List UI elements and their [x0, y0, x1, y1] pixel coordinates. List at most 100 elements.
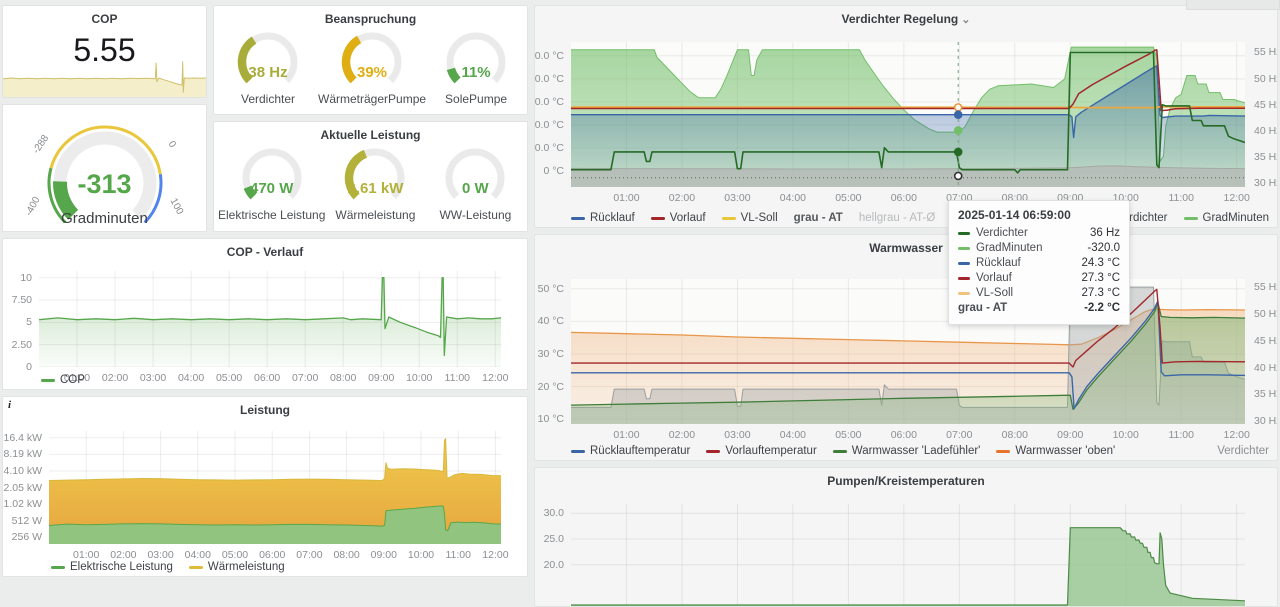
axis-tick-label: 12:00 [482, 372, 509, 384]
tooltip-row-grau-at: grau - AT -2.2 °C [958, 302, 1120, 314]
axis-tick-label: 11:00 [1168, 429, 1194, 441]
chart-tooltip: 2025-01-14 06:59:00 Verdichter 36 Hz Grad… [948, 200, 1130, 325]
axis-tick-label: 30 Hz [1254, 177, 1277, 190]
axis-tick-label: 40.0 °C [534, 72, 564, 85]
axis-tick-label: 25.0 [543, 533, 564, 546]
panel-beanspruchung: Beanspruchung 38 Hz Verdichter 39% Wärme… [213, 5, 528, 115]
chevron-down-icon[interactable]: ⌄ [961, 14, 971, 26]
axis-tick-label: 10.0 °C [534, 141, 564, 154]
legend-item-gradminuten[interactable]: GradMinuten [1183, 212, 1269, 224]
gauge-arc [242, 148, 302, 200]
panel-gradminuten: -313 -400 -288 0 100 Gradminuten [2, 104, 207, 232]
axis-tick-label: 01:00 [73, 549, 100, 561]
legend-item-ruecklauf[interactable]: Rücklauf [571, 212, 635, 224]
axis-tick-label: 03:00 [724, 429, 751, 441]
gauge-value: 0 W [462, 180, 489, 197]
axis-tick-label: 12:00 [482, 549, 509, 561]
gauge-arc [341, 32, 402, 84]
axis-tick-label: 20.0 [543, 558, 564, 571]
axis-tick-label: 30.0 [543, 507, 564, 520]
axis-tick-label: 01:00 [63, 372, 91, 384]
leistung-plot[interactable]: 01:00 02:00 03:00 04:00 05:00 06:00 07:00 08:00… [3, 431, 509, 561]
gauge-label: Wärmeleistung [335, 208, 416, 222]
legend-item-waermeleistung[interactable]: Wärmeleistung [188, 561, 285, 573]
axis-tick-label: 05:00 [221, 549, 249, 561]
gauge-label: WW-Leistung [439, 208, 512, 222]
cop-verlauf-plot[interactable]: 01:00 02:00 03:00 04:00 05:00 06:00 07:00 08:00… [12, 271, 508, 384]
panel-title-cop[interactable]: COP [91, 12, 118, 26]
panel-title-verdichter-regelung[interactable]: Verdichter Regelung ⌄ [841, 12, 971, 26]
axis-tick-label: 07:00 [296, 549, 323, 561]
verdichter-regelung-plot[interactable]: 01:00 02:00 03:00 04:00 05:00 06:00 07:00 08:00… [535, 42, 1277, 204]
axis-tick-label: 10 [20, 271, 32, 284]
axis-tick-label: 0 [26, 361, 32, 373]
gauge-value: 2.61 kW [347, 180, 404, 197]
chart-canvas[interactable] [571, 42, 1245, 187]
panel-title-pumpen[interactable]: Pumpen/Kreistemperaturen [827, 474, 985, 488]
gauge-arc [446, 32, 506, 84]
axis-tick-label: 01:00 [613, 192, 640, 204]
warmwasser-plot[interactable]: 01:00 02:00 03:00 04:00 05:00 06:00 07:00 08:00… [538, 279, 1277, 441]
gauge-value: 470 W [250, 180, 294, 197]
axis-tick-label: 20.0 °C [534, 118, 564, 131]
axis-tick-label: 35 Hz [1254, 388, 1277, 401]
axis-tick-label: 03:00 [724, 192, 751, 204]
legend-item-warmwasser-oben[interactable]: Warmwasser 'oben' [996, 445, 1115, 457]
chart-canvas[interactable] [39, 271, 501, 367]
axis-tick-label: 01:00 [613, 429, 640, 441]
legend-item-ruecklauftemperatur[interactable]: Rücklauftemperatur [571, 445, 690, 457]
legend-swatch [51, 565, 65, 569]
axis-tick-label: 06:00 [259, 549, 286, 561]
axis-tick-label: 06:00 [890, 429, 917, 441]
axis-tick-label: 05:00 [835, 192, 862, 204]
panel-title-leistung[interactable]: Leistung [240, 403, 290, 417]
axis-tick-label: 11:00 [445, 549, 471, 561]
legend-item-vl-soll[interactable]: VL-Soll [721, 212, 778, 224]
axis-tick-label: 06:00 [890, 192, 917, 204]
gauge-solepumpe: 11% SolePumpe [426, 28, 526, 106]
gauge-arc [445, 148, 505, 199]
panel-title-beanspruchung[interactable]: Beanspruchung [324, 12, 417, 26]
axis-tick-label: 06:00 [254, 372, 281, 384]
chart-canvas[interactable] [571, 504, 1245, 606]
tooltip-row-gradminuten: GradMinuten -320.0 [958, 242, 1120, 254]
legend-item-warmwasser-ladefuehler[interactable]: Warmwasser 'Ladefühler' [832, 445, 980, 457]
axis-tick-label: 30 Hz [1254, 415, 1277, 428]
gauge-arc [345, 148, 405, 200]
legend-swatch [996, 449, 1011, 453]
axis-tick-label: 08:00 [330, 372, 357, 384]
axis-tick-label: 02:00 [668, 429, 696, 441]
chart-canvas[interactable] [571, 279, 1245, 424]
axis-tick-label: 0 °C [543, 164, 564, 177]
tooltip-row-ruecklauf: Rücklauf 24.3 °C [958, 257, 1120, 269]
leistung-legend: Elektrische Leistung Wärmeleistung [51, 561, 285, 573]
legend-item-cop[interactable]: COP [41, 374, 85, 386]
panel-title-cop-verlauf[interactable]: COP - Verlauf [226, 245, 304, 259]
panel-warmwasser: Warmwasser 01:00 02:00 03:00 04:00 05:00 06:0… [534, 234, 1278, 461]
legend-note-grau-at: grau - AT [793, 212, 843, 224]
chart-canvas[interactable] [49, 431, 501, 544]
axis-tick-label: 09:00 [370, 549, 397, 561]
axis-tick-label: 08:00 [333, 549, 360, 561]
axis-tick-label: 02:00 [101, 372, 129, 384]
gauge-value: 38 Hz [248, 64, 288, 81]
legend-item-vorlauftemperatur[interactable]: Vorlauftemperatur [706, 445, 817, 457]
legend-item-elektrische-leistung[interactable]: Elektrische Leistung [51, 561, 173, 573]
axis-tick-label: 20 °C [537, 380, 564, 393]
panel-title-aktuelle-leistung[interactable]: Aktuelle Leistung [320, 128, 421, 142]
legend-item-vorlauf[interactable]: Vorlauf [650, 212, 706, 224]
cop-sparkline[interactable] [3, 59, 206, 97]
axis-tick-label: 04:00 [177, 372, 205, 384]
legend-swatch [706, 449, 721, 453]
legend-swatch [832, 449, 847, 453]
axis-tick-label: 30.0 °C [534, 95, 564, 108]
panel-info-icon[interactable]: i [8, 399, 12, 411]
axis-tick-label: 55 Hz [1254, 46, 1277, 59]
axis-tick-label: 04:00 [184, 549, 211, 561]
panel-aktuelle-leistung: Aktuelle Leistung 470 W Elektrische Leis… [213, 121, 528, 232]
panel-title-warmwasser[interactable]: Warmwasser [869, 241, 943, 255]
pumpen-plot[interactable]: 20.0 25.0 30.0 [544, 504, 1245, 606]
gradminuten-gauge[interactable]: -313 -400 -288 0 100 [17, 113, 193, 224]
chart-canvas[interactable] [3, 59, 206, 97]
axis-tick-label: 12:00 [1223, 192, 1250, 204]
